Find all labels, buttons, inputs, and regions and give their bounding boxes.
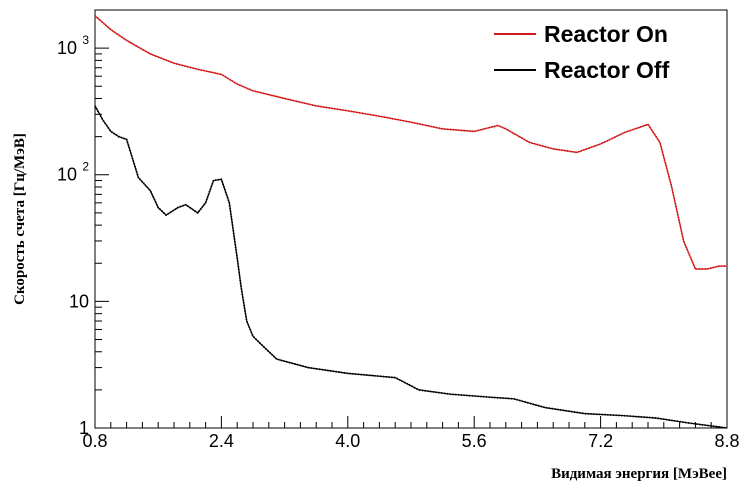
series-trace-reactor-on [94,15,727,270]
y-tick-exponent: 3 [82,33,89,47]
ticks-layer: 0.8 2.4 4.0 5.6 7.2 8.8 1 10 10 2 10 3 [57,9,740,451]
x-axis-title: Видимая энергия [МэВее] [551,466,727,482]
x-tick-label: 4.0 [335,431,360,451]
x-tick-label: 7.2 [588,431,613,451]
y-tick-label: 10 [57,38,77,58]
series-trace-reactor-off [94,105,728,429]
y-tick-label: 1 [79,418,89,438]
x-tick-label: 2.4 [209,431,234,451]
y-tick-exponent: 2 [82,160,89,174]
legend-label: Reactor On [544,21,668,47]
series-layer [94,15,728,429]
y-axis-title: Скорость счета [Гц/МэВ] [12,133,28,305]
x-tick-label: 8.8 [714,431,739,451]
legend: Reactor On Reactor Off [494,21,670,83]
y-tick-label: 10 [69,291,89,311]
series-line-reactor-on [94,15,727,270]
y-tick-label: 10 [57,165,77,185]
x-tick-label: 5.6 [462,431,487,451]
legend-label: Reactor Off [544,57,670,83]
series-line-reactor-off [94,105,728,429]
x-tick-label: 0.8 [82,431,107,451]
